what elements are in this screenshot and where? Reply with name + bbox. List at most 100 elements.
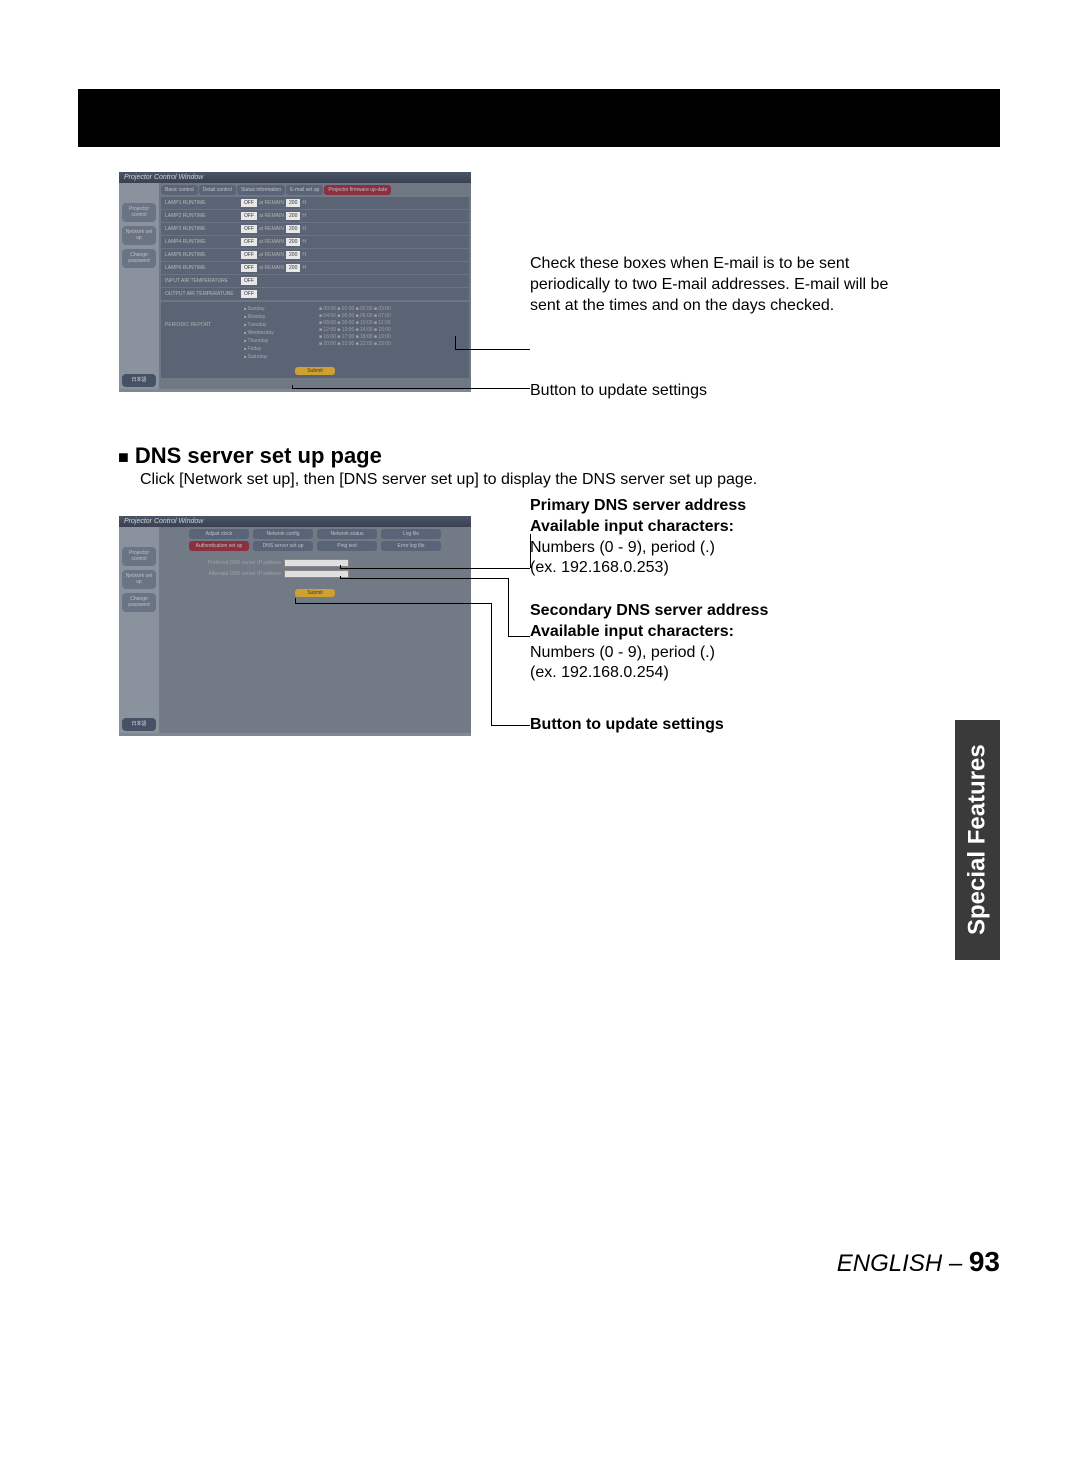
- header-black-bar: [78, 89, 1000, 147]
- sidebar-btn-projector-2[interactable]: Projector control: [122, 547, 156, 566]
- tab-errorlog[interactable]: Error log file: [381, 541, 441, 551]
- num-input[interactable]: 200: [286, 212, 300, 220]
- callout-line: [295, 598, 296, 603]
- tab-auth[interactable]: Authentication set up: [189, 541, 249, 551]
- off-badge[interactable]: OFF: [241, 225, 257, 233]
- h-text: H: [302, 213, 306, 219]
- callout-line: [340, 576, 341, 579]
- h-text: H: [302, 226, 306, 232]
- tab-dns[interactable]: DNS server set up: [253, 541, 313, 551]
- periodic-report-section: PERIODIC REPORT SundayMondayTuesdayWedne…: [161, 302, 469, 364]
- window-title-2: Projector Control Window: [119, 516, 471, 527]
- tab-clock[interactable]: Adjust clock: [189, 529, 249, 539]
- h-text: H: [302, 252, 306, 258]
- time-checkbox-row[interactable]: ■ 04:00 ■ 05:00 ■ 06:00 ■ 07:00: [319, 312, 466, 319]
- time-checkbox-row[interactable]: ■ 08:00 ■ 09:00 ■ 10:00 ■ 11:00: [319, 319, 466, 326]
- lamp-label: LAMP2 RUNTIME: [161, 213, 241, 219]
- sidebar-btn-lang[interactable]: 日本語: [122, 374, 156, 388]
- callout-text: (ex. 192.168.0.253): [530, 559, 669, 576]
- primary-dns-label: Preferred DNS server IP address: [181, 560, 281, 566]
- day-checkbox[interactable]: Friday: [244, 345, 313, 353]
- time-checkbox-row[interactable]: ■ 12:00 ■ 13:00 ■ 14:00 ■ 15:00: [319, 326, 466, 333]
- off-badge[interactable]: OFF: [241, 238, 257, 246]
- section-description: Click [Network set up], then [DNS server…: [140, 471, 757, 489]
- tab-logfile[interactable]: Log file: [381, 529, 441, 539]
- sidebar-btn-network[interactable]: Network set up: [122, 226, 156, 245]
- page-footer: ENGLISH – 93: [837, 1246, 1000, 1278]
- section-heading: ■DNS server set up page: [118, 443, 382, 469]
- day-checkbox[interactable]: Saturday: [244, 353, 313, 361]
- num-input[interactable]: 200: [286, 238, 300, 246]
- callout-line: [295, 603, 491, 604]
- tab-basic[interactable]: Basic control: [161, 185, 198, 195]
- callout-line: [292, 385, 293, 388]
- secondary-dns-label: Alternate DNS server IP address: [181, 571, 281, 577]
- callout-line: [455, 336, 456, 349]
- tab-ping[interactable]: Ping test: [317, 541, 377, 551]
- lamp-label: OUTPUT AIR TEMPERATURE: [161, 291, 241, 297]
- tab-netstatus[interactable]: Network status: [317, 529, 377, 539]
- sidebar-btn-lang-2[interactable]: 日本語: [122, 718, 156, 732]
- callout-line: [340, 568, 530, 569]
- footer-language: ENGLISH –: [837, 1250, 969, 1277]
- at-text: at REMAIN: [259, 265, 284, 271]
- window-title-1: Projector Control Window: [119, 172, 471, 183]
- day-checkbox[interactable]: Wednesday: [244, 329, 313, 337]
- time-checkbox-row[interactable]: ■ 20:00 ■ 21:00 ■ 22:00 ■ 23:00: [319, 340, 466, 347]
- callout-email-boxes: Check these boxes when E-mail is to be s…: [530, 254, 905, 316]
- lamp-row: INPUT AIR TEMPERATUREOFF: [161, 275, 469, 288]
- day-checkbox[interactable]: Thursday: [244, 337, 313, 345]
- callout-text: (ex. 192.168.0.254): [530, 664, 669, 681]
- callout-text: Numbers (0 - 9), period (.): [530, 539, 715, 556]
- footer-page-number: 93: [969, 1246, 1000, 1277]
- off-badge[interactable]: OFF: [241, 199, 257, 207]
- num-input[interactable]: 200: [286, 199, 300, 207]
- callout-update-button-1: Button to update settings: [530, 382, 707, 400]
- tab-firmware[interactable]: Projector firmware up-date: [324, 185, 391, 195]
- callout-line: [491, 725, 530, 726]
- sidebar-btn-password[interactable]: Change password: [122, 249, 156, 268]
- time-checkbox-row[interactable]: ■ 16:00 ■ 17:00 ■ 18:00 ■ 19:00: [319, 333, 466, 340]
- callout-bold: Secondary DNS server address: [530, 602, 768, 619]
- submit-button-1[interactable]: Submit: [295, 367, 335, 375]
- sidebar-btn-password-2[interactable]: Change password: [122, 593, 156, 612]
- lamp-row: LAMP5 RUNTIMEOFFat REMAIN200H: [161, 249, 469, 262]
- tab-netconfig[interactable]: Network config: [253, 529, 313, 539]
- time-checkbox-row[interactable]: ■ 00:00 ■ 01:00 ■ 02:00 ■ 03:00: [319, 305, 466, 312]
- lamp-label: LAMP3 RUNTIME: [161, 226, 241, 232]
- callout-line: [530, 534, 531, 568]
- callout-update-button-2: Button to update settings: [530, 716, 724, 734]
- tab-email[interactable]: E-mail set up: [286, 185, 323, 195]
- day-checkbox[interactable]: Monday: [244, 313, 313, 321]
- off-badge[interactable]: OFF: [241, 264, 257, 272]
- callout-text: Numbers (0 - 9), period (.): [530, 644, 715, 661]
- callout-line: [292, 388, 530, 389]
- tab-status[interactable]: Status information: [237, 185, 285, 195]
- lamp-row: LAMP3 RUNTIMEOFFat REMAIN200H: [161, 223, 469, 236]
- off-badge[interactable]: OFF: [241, 251, 257, 259]
- num-input[interactable]: 200: [286, 251, 300, 259]
- day-checkbox[interactable]: Tuesday: [244, 321, 313, 329]
- side-section-tab: Special Features: [955, 720, 1000, 960]
- sidebar-btn-projector[interactable]: Projector control: [122, 203, 156, 222]
- lamp-label: INPUT AIR TEMPERATURE: [161, 278, 241, 284]
- off-badge[interactable]: OFF: [241, 212, 257, 220]
- tabs-1: Basic control Detail control Status info…: [161, 185, 469, 195]
- day-checkbox[interactable]: Sunday: [244, 305, 313, 313]
- lamp-label: LAMP4 RUNTIME: [161, 239, 241, 245]
- off-badge[interactable]: OFF: [241, 290, 257, 298]
- callout-line: [455, 349, 530, 350]
- at-text: at REMAIN: [259, 226, 284, 232]
- tab-detail[interactable]: Detail control: [199, 185, 236, 195]
- off-badge[interactable]: OFF: [241, 277, 257, 285]
- submit-button-2[interactable]: Submit: [295, 589, 335, 597]
- dns-setup-screenshot: Projector Control Window Projector contr…: [119, 516, 471, 736]
- tabs-row-2: Authentication set up DNS server set up …: [161, 541, 469, 551]
- lamp-row: LAMP4 RUNTIMEOFFat REMAIN200H: [161, 236, 469, 249]
- num-input[interactable]: 200: [286, 225, 300, 233]
- sidebar-btn-network-2[interactable]: Network set up: [122, 570, 156, 589]
- h-text: H: [302, 200, 306, 206]
- periodic-label: PERIODIC REPORT: [161, 302, 241, 364]
- h-text: H: [302, 265, 306, 271]
- num-input[interactable]: 200: [286, 264, 300, 272]
